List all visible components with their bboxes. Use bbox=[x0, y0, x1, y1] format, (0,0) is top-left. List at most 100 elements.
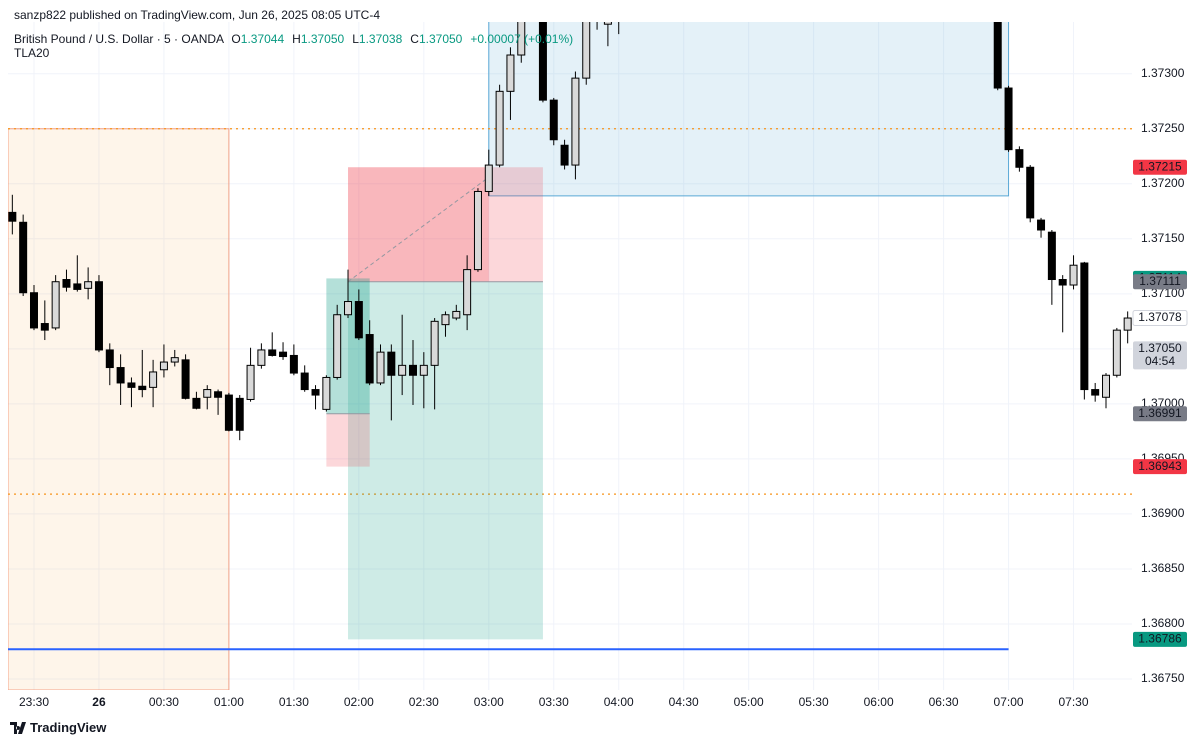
candle-body bbox=[181, 359, 190, 399]
y-tick-label: 1.36900 bbox=[1141, 506, 1185, 520]
candle bbox=[235, 395, 244, 441]
candle bbox=[560, 139, 569, 170]
candle bbox=[1037, 217, 1046, 238]
candle bbox=[1015, 146, 1024, 172]
candle bbox=[19, 214, 28, 297]
countdown: 04:54 bbox=[1145, 354, 1175, 368]
candle bbox=[333, 304, 342, 380]
candle-body bbox=[582, 22, 591, 79]
x-tick-label: 05:30 bbox=[799, 695, 829, 709]
candle bbox=[127, 377, 136, 408]
candle-body bbox=[300, 372, 309, 391]
target-zone bbox=[348, 281, 543, 640]
ohlc-value: 1.37044 bbox=[240, 32, 285, 46]
candle-body bbox=[538, 22, 547, 101]
candle-body bbox=[214, 391, 223, 398]
publisher: sanzp822 published on TradingView.com, J… bbox=[14, 8, 381, 22]
y-tick-label: 1.37200 bbox=[1141, 176, 1185, 190]
candle bbox=[94, 275, 103, 353]
candle bbox=[430, 318, 439, 410]
brand: TradingView bbox=[30, 720, 107, 735]
candle bbox=[408, 340, 417, 405]
candle-body bbox=[333, 314, 342, 378]
candle bbox=[1069, 255, 1078, 290]
candle bbox=[517, 22, 526, 63]
candle-body bbox=[484, 164, 493, 192]
candle bbox=[73, 255, 82, 292]
candle bbox=[571, 71, 580, 180]
candle bbox=[463, 255, 472, 331]
candle bbox=[257, 343, 266, 369]
x-tick-label: 07:30 bbox=[1059, 695, 1089, 709]
candle bbox=[246, 347, 255, 402]
candle-body bbox=[506, 54, 515, 92]
candle bbox=[203, 385, 212, 410]
candle-body bbox=[615, 2, 622, 19]
trend-line bbox=[347, 176, 490, 283]
candle bbox=[993, 22, 1002, 91]
x-tick-label: 03:00 bbox=[474, 695, 504, 709]
candle-body bbox=[94, 281, 103, 351]
candle-body bbox=[1047, 231, 1056, 281]
candle bbox=[344, 269, 353, 319]
candle-body bbox=[235, 397, 244, 431]
candle bbox=[214, 389, 223, 415]
candle-body bbox=[62, 279, 71, 288]
candle bbox=[192, 391, 201, 410]
price-label: 1.37078 bbox=[1138, 310, 1182, 324]
x-tick-label: 03:30 bbox=[539, 695, 569, 709]
candle-body bbox=[257, 349, 266, 366]
candle bbox=[387, 344, 396, 421]
candle bbox=[473, 188, 482, 272]
candle bbox=[549, 97, 558, 146]
candle bbox=[105, 343, 114, 386]
axes: 1.367501.368001.368501.369001.369501.370… bbox=[19, 66, 1188, 709]
price-label: 1.37111 bbox=[1139, 274, 1181, 288]
candle-body bbox=[192, 397, 201, 409]
candle bbox=[365, 320, 374, 386]
candle-body bbox=[1091, 389, 1100, 396]
candle bbox=[181, 354, 190, 400]
candle bbox=[84, 267, 93, 300]
stop-zone bbox=[348, 167, 543, 282]
candle bbox=[354, 289, 363, 341]
price-label-bg bbox=[1133, 631, 1187, 647]
candle-body bbox=[529, 0, 536, 8]
candle bbox=[441, 311, 450, 337]
candle bbox=[1026, 165, 1035, 223]
y-tick-label: 1.37150 bbox=[1141, 231, 1185, 245]
candle-body bbox=[1102, 374, 1111, 398]
price-label: 1.37215 bbox=[1138, 159, 1182, 173]
candle-body bbox=[105, 349, 114, 369]
candle-body bbox=[1112, 329, 1121, 376]
ohlc-key: C bbox=[410, 32, 419, 46]
change: +0.00007 (+0.01%) bbox=[470, 32, 574, 46]
candle bbox=[452, 304, 461, 321]
x-tick-label: 07:00 bbox=[994, 695, 1024, 709]
candle-body bbox=[560, 144, 569, 166]
candle-body bbox=[170, 357, 179, 363]
x-tick-label: 04:30 bbox=[669, 695, 699, 709]
candle-body bbox=[159, 361, 168, 371]
candle-body bbox=[594, 0, 601, 8]
candle bbox=[1112, 327, 1121, 378]
candle-body bbox=[73, 283, 82, 290]
x-tick-label: 26 bbox=[92, 695, 106, 709]
candle-body bbox=[51, 281, 60, 329]
candle bbox=[289, 344, 298, 376]
candle-body bbox=[322, 376, 331, 410]
candle-body bbox=[1037, 219, 1046, 231]
x-tick-label: 02:00 bbox=[344, 695, 374, 709]
candle-body bbox=[344, 301, 353, 316]
candle bbox=[1004, 85, 1013, 152]
candle bbox=[376, 344, 385, 386]
candle bbox=[8, 194, 17, 235]
candle-body bbox=[354, 301, 363, 339]
ohlc-value: 1.37050 bbox=[418, 32, 463, 46]
candle-body bbox=[463, 269, 472, 316]
ohlc-value: 1.37050 bbox=[300, 32, 345, 46]
candle-body bbox=[149, 371, 158, 388]
candle-body bbox=[473, 190, 482, 271]
candle-body bbox=[452, 310, 461, 319]
candle bbox=[279, 342, 288, 360]
